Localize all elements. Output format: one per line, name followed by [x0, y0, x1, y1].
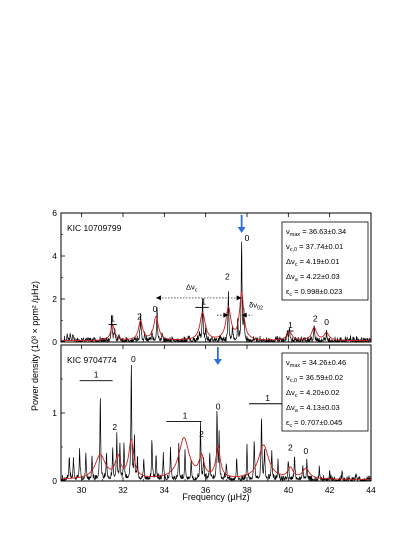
y-tick-label: 0	[52, 337, 57, 347]
info-box	[281, 221, 369, 301]
mode-label: 0	[304, 446, 309, 456]
mode-label: 2	[112, 422, 117, 432]
x-tick-label: 32	[118, 485, 128, 495]
info-box-line: νc,0 = 36.59±0.02	[286, 373, 343, 384]
x-tick-label: 40	[284, 485, 294, 495]
large-separation-arrowhead-right	[236, 295, 242, 301]
mode-label: 2	[137, 311, 142, 321]
y-axis-label: Power density (10³ × ppm² /μHz)	[30, 281, 40, 411]
x-axis-label: Frequency (μHz)	[182, 492, 249, 502]
info-box	[281, 352, 369, 432]
large-separation-arrowhead-left	[156, 295, 162, 301]
star-label: KIC 10709799	[67, 223, 122, 233]
info-box-line: Δνa = 4.13±0.03	[286, 403, 340, 414]
blue-arrow-head	[213, 359, 222, 365]
x-tick-label: 44	[366, 485, 376, 495]
x-tick-label: 42	[325, 485, 335, 495]
y-tick-label: 4	[52, 251, 57, 261]
mode-label: 2	[199, 429, 204, 439]
mode-label: 1	[201, 296, 206, 306]
info-box-line: νc,0 = 37.74±0.01	[286, 242, 343, 253]
x-tick-label: 30	[77, 485, 87, 495]
mode-label: 1	[94, 370, 99, 380]
x-tick-label: 36	[201, 485, 211, 495]
mode-label: 2	[225, 272, 230, 282]
y-tick-label: 6	[52, 208, 57, 218]
small-separation-arrowhead-right	[241, 312, 247, 318]
mode-label: 1	[110, 314, 115, 324]
large-separation-label: Δνc	[186, 282, 198, 293]
info-box-line: νmax = 34.26±0.46	[286, 358, 346, 369]
mode-label: 2	[313, 314, 318, 324]
mode-label: 0	[131, 354, 136, 364]
x-tick-label: 34	[160, 485, 170, 495]
info-box-line: Δνc = 4.20±0.02	[286, 388, 339, 399]
spectrum-line	[60, 364, 371, 483]
spectrum-line	[60, 241, 372, 344]
mode-label: 1	[288, 320, 293, 330]
y-tick-label: 2	[52, 294, 57, 304]
mode-label: 0	[153, 304, 158, 314]
x-tick-label: 38	[242, 485, 252, 495]
info-box-line: νmax = 36.63±0.34	[286, 227, 346, 238]
info-box-line: εc = 0.707±0.045	[286, 418, 342, 429]
mode-label: 1	[265, 393, 270, 403]
info-box-line: Δνc = 4.19±0.01	[286, 257, 339, 268]
small-separation-arrowhead-left	[223, 312, 229, 318]
y-tick-label: 1	[52, 408, 57, 418]
fit-line	[61, 290, 371, 342]
small-separation-label: δν02	[249, 301, 263, 312]
mode-label: 0	[324, 317, 329, 327]
mode-label: 0	[245, 233, 250, 243]
mode-label: 2	[288, 442, 293, 452]
mode-label: 1	[183, 410, 188, 420]
info-box-line: εc = 0.998±0.023	[286, 287, 342, 298]
panel-bottom: 30 32 34 36 38 40 42 44 0 1 KIC 9704774 1 2 0 1 2 0 1 2 0 νm…	[52, 344, 376, 495]
star-label: KIC 9704774	[67, 355, 117, 365]
y-tick-label: 0	[52, 476, 57, 486]
blue-arrow-head	[237, 227, 246, 233]
fit-line	[61, 437, 371, 480]
mode-label: 0	[216, 402, 221, 412]
info-box-line: Δνa = 4.22±0.03	[286, 272, 340, 283]
